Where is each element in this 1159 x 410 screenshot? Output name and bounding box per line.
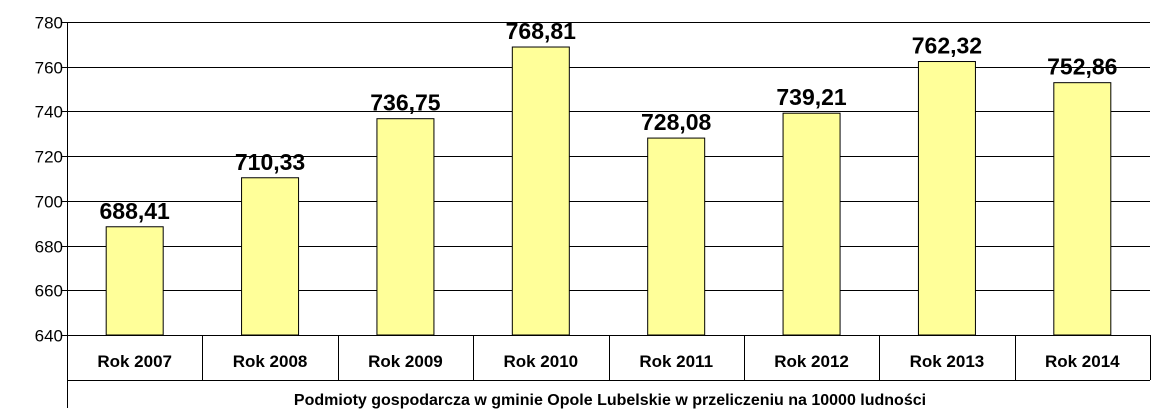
y-tick-labels: 640 660 680 700 720 740 760 780 bbox=[35, 14, 63, 346]
bar bbox=[105, 226, 164, 336]
data-label: 762,32 bbox=[912, 33, 982, 59]
data-labels: 688,41 710,33 736,75 768,81 728,08 739,21 762,… bbox=[100, 18, 1118, 224]
data-label: 752,86 bbox=[1047, 54, 1117, 80]
data-label: 688,41 bbox=[100, 198, 171, 224]
bar bbox=[241, 177, 300, 336]
data-label: 736,75 bbox=[370, 90, 441, 116]
data-label: 739,21 bbox=[776, 84, 847, 110]
data-label: 728,08 bbox=[641, 109, 712, 135]
bar bbox=[1053, 82, 1112, 336]
category-label: Rok 2007 bbox=[97, 352, 172, 371]
y-tick-label: 760 bbox=[35, 59, 63, 78]
data-label: 768,81 bbox=[506, 18, 577, 44]
category-label: Rok 2012 bbox=[774, 352, 849, 371]
y-tick-label: 740 bbox=[35, 103, 63, 122]
category-labels: Rok 2007 Rok 2008 Rok 2009 Rok 2010 Rok 2011… bbox=[97, 352, 1120, 371]
axes bbox=[67, 22, 1151, 408]
y-tick-label: 660 bbox=[35, 282, 63, 301]
bars bbox=[105, 46, 1112, 336]
y-tick-label: 700 bbox=[35, 193, 63, 212]
category-label: Rok 2008 bbox=[233, 352, 308, 371]
y-tick-label: 640 bbox=[35, 327, 63, 346]
grid-lines bbox=[62, 22, 1150, 336]
bar bbox=[511, 46, 570, 336]
bar bbox=[782, 112, 841, 336]
x-axis-label: Podmioty gospodarcza w gminie Opole Lube… bbox=[294, 392, 926, 409]
y-tick-label: 680 bbox=[35, 238, 63, 257]
bar bbox=[376, 118, 435, 336]
category-label: Rok 2009 bbox=[368, 352, 443, 371]
category-label: Rok 2010 bbox=[503, 352, 578, 371]
category-label: Rok 2014 bbox=[1045, 352, 1120, 371]
y-tick-label: 780 bbox=[35, 14, 63, 33]
bar bbox=[647, 137, 706, 336]
category-label: Rok 2011 bbox=[639, 352, 713, 371]
bar bbox=[917, 61, 976, 336]
y-tick-label: 720 bbox=[35, 148, 63, 167]
data-label: 710,33 bbox=[235, 149, 305, 175]
category-label: Rok 2013 bbox=[910, 352, 985, 371]
